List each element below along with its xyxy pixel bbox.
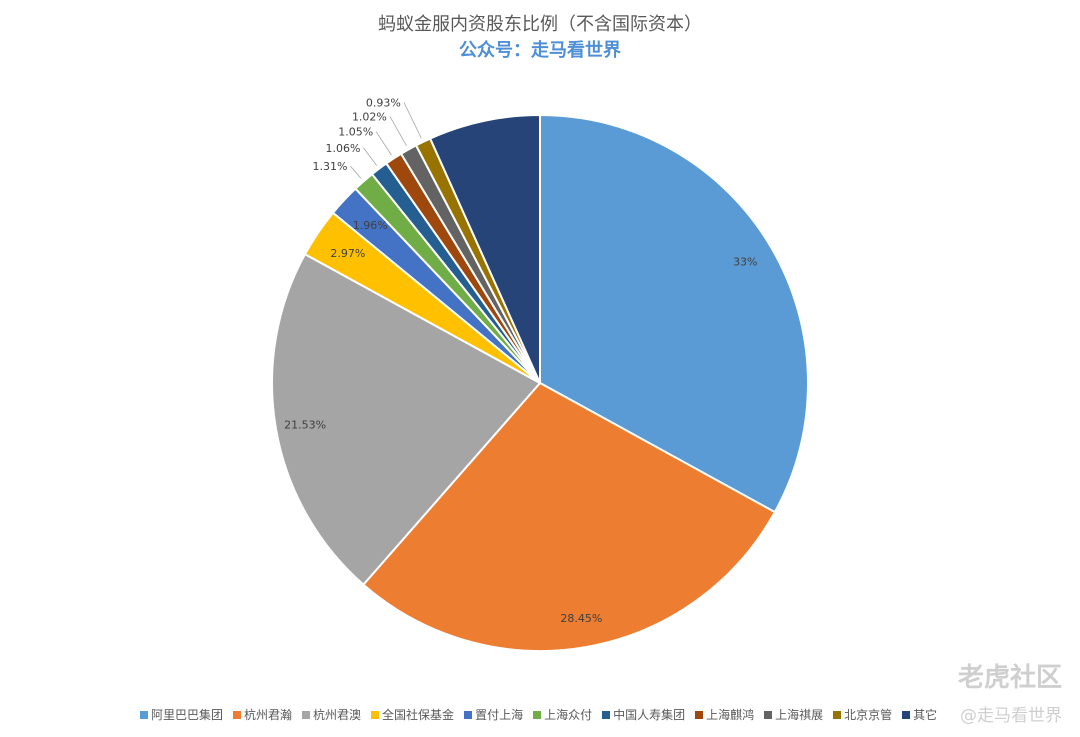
legend-label-8: 上海祺展 xyxy=(775,708,824,722)
legend-swatch-2 xyxy=(302,710,311,719)
legend-item-7: 上海麒鸿 xyxy=(695,706,754,723)
legend-label-5: 上海众付 xyxy=(544,708,593,722)
legend-swatch-8 xyxy=(764,710,773,719)
legend-label-3: 全国社保基金 xyxy=(382,708,455,722)
leader-line-5 xyxy=(350,165,362,179)
data-label-2: 21.53% xyxy=(284,419,326,432)
data-label-9: 0.93% xyxy=(366,96,401,109)
data-label-6: 1.06% xyxy=(326,142,361,155)
data-label-4: 1.96% xyxy=(353,219,388,232)
legend-swatch-7 xyxy=(695,710,704,719)
pie-slice-0 xyxy=(539,113,809,514)
leader-line-8 xyxy=(389,116,407,147)
data-label-1: 28.45% xyxy=(560,612,602,625)
legend-item-9: 北京京管 xyxy=(833,706,892,723)
legend-label-7: 上海麒鸿 xyxy=(706,708,755,722)
leader-line-6 xyxy=(363,147,378,166)
legend-swatch-5 xyxy=(533,710,542,719)
legend-label-10: 其它 xyxy=(913,708,938,722)
pie-slice-1 xyxy=(361,381,777,652)
legend-swatch-4 xyxy=(464,710,473,719)
watermark-handle: @走马看世界 xyxy=(960,706,1062,726)
pie-slice-2 xyxy=(271,252,542,586)
chart-title: 蚂蚁金服内资股东比例（不含国际资本） xyxy=(378,14,702,35)
pie-slice-10 xyxy=(428,113,541,384)
legend-label-2: 杭州君澳 xyxy=(313,708,362,722)
legend-swatch-10 xyxy=(902,710,911,719)
legend-item-1: 杭州君瀚 xyxy=(233,706,292,723)
legend-label-6: 中国人寿集团 xyxy=(613,708,686,722)
leader-line-7 xyxy=(375,131,392,156)
legend-item-0: 阿里巴巴集团 xyxy=(140,706,223,723)
legend-item-5: 上海众付 xyxy=(533,706,592,723)
leader-line-9 xyxy=(403,102,422,139)
legend-label-9: 北京京管 xyxy=(844,708,893,722)
data-label-3: 2.97% xyxy=(330,247,365,260)
legend-label-1: 杭州君瀚 xyxy=(244,708,293,722)
data-label-7: 1.05% xyxy=(338,126,373,139)
data-label-5: 1.31% xyxy=(312,160,347,173)
legend-item-4: 置付上海 xyxy=(464,706,523,723)
chart-legend: 阿里巴巴集团 杭州君瀚 杭州君澳 全国社保基金 置付上海 上海众付 中国人寿集团 上海麒鸿 上海… xyxy=(140,706,937,723)
legend-swatch-0 xyxy=(140,710,148,719)
watermark-brand: 老虎社区 xyxy=(957,663,1062,693)
legend-label-4: 置付上海 xyxy=(475,708,524,722)
legend-item-3: 全国社保基金 xyxy=(371,706,454,723)
chart-subtitle: 公众号：走马看世界 xyxy=(459,40,621,61)
legend-swatch-3 xyxy=(371,710,380,719)
legend-swatch-6 xyxy=(602,710,611,719)
legend-item-6: 中国人寿集团 xyxy=(602,706,685,723)
legend-label-0: 阿里巴巴集团 xyxy=(151,708,224,722)
data-label-8: 1.02% xyxy=(352,110,387,123)
legend-item-2: 杭州君澳 xyxy=(302,706,361,723)
legend-item-8: 上海祺展 xyxy=(764,706,823,723)
legend-swatch-1 xyxy=(233,710,242,719)
data-label-0: 33% xyxy=(733,256,757,269)
legend-swatch-9 xyxy=(833,710,842,719)
legend-item-10: 其它 xyxy=(902,706,937,723)
